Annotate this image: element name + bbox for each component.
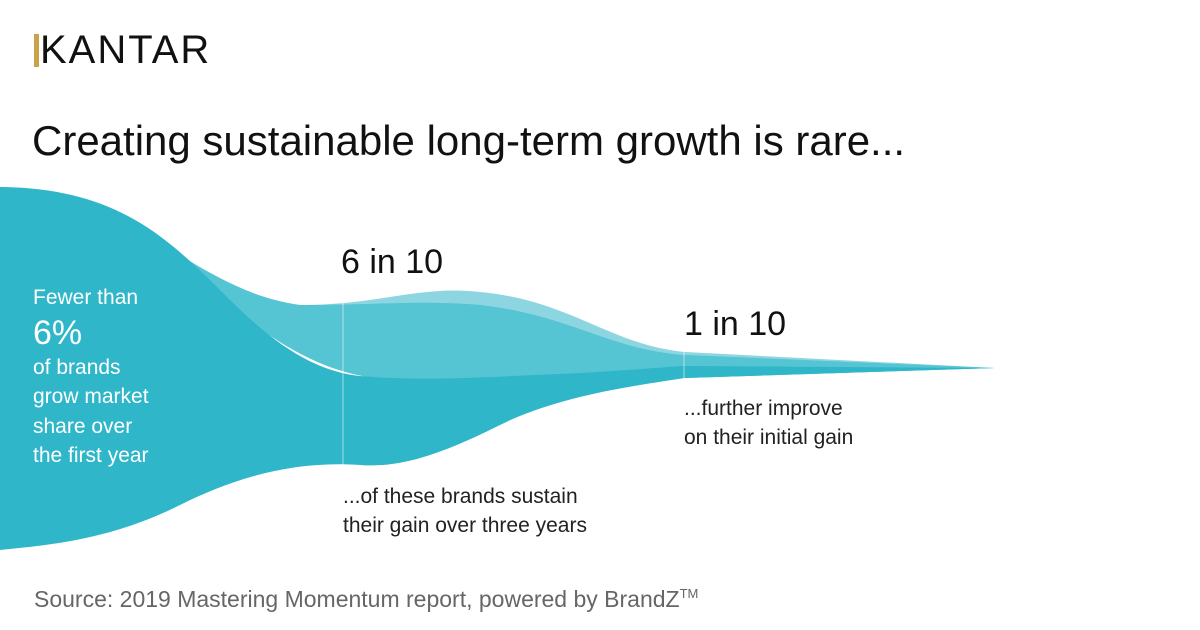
stage-one-text: Fewer than 6% of brands grow market shar… [33, 283, 149, 471]
main-stream-band [0, 187, 995, 550]
stage-three-stat: 1 in 10 [684, 305, 787, 343]
stage-one-line-1: Fewer than [33, 286, 139, 309]
source-text: Source: 2019 Mastering Momentum report, … [34, 586, 680, 612]
stage-one-line-2: of brands [33, 355, 121, 379]
stage-two-stat: 6 in 10 [341, 243, 444, 281]
stage-two-line-2: their gain over three years [343, 514, 587, 537]
stage-one-line-4: share over [33, 414, 133, 438]
stage-two-line-1: ...of these brands sustain [343, 485, 578, 508]
trademark-mark: TM [679, 586, 699, 601]
logo-accent-bar [34, 33, 39, 67]
kantar-logo: KANTAR [34, 30, 211, 70]
stage-three-line-1: ...further improve [684, 397, 843, 420]
stage-three-note: ...further improve on their initial gain [684, 394, 853, 452]
stage-one-line-3: grow market [33, 385, 149, 408]
stage-two-note: ...of these brands sustain their gain ov… [343, 482, 587, 540]
source-caption: Source: 2019 Mastering Momentum report, … [34, 586, 698, 613]
stage-three-line-2: on their initial gain [684, 426, 854, 449]
logo-text: KANTAR [40, 28, 212, 72]
headline: Creating sustainable long-term growth is… [32, 117, 906, 164]
stage-one-value: 6% [33, 313, 83, 352]
stage-one-line-5: the first year [33, 444, 149, 467]
